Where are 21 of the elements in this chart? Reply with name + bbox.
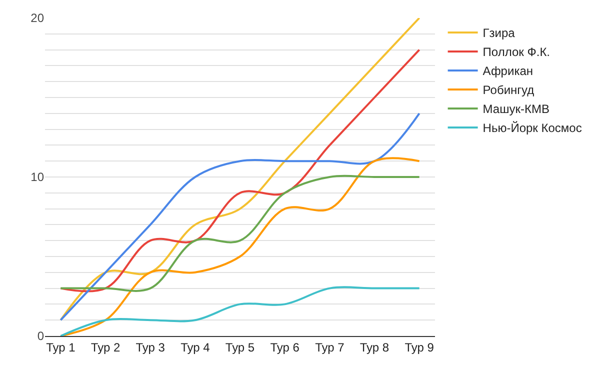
x-tick-label: Тур 5 <box>225 340 255 354</box>
legend-label: Гзира <box>482 26 516 40</box>
line-series <box>60 112 420 322</box>
x-tick-label: Тур 9 <box>404 340 434 354</box>
legend-label: Поллок Ф.К. <box>482 45 550 60</box>
x-tick-label: Тур 8 <box>360 340 390 354</box>
legend-label: Африкан <box>482 64 534 78</box>
y-tick-label: 0 <box>37 329 44 344</box>
x-tick-label: Тур 3 <box>136 340 166 354</box>
line-series <box>60 286 420 336</box>
x-tick-label: Тур 6 <box>270 340 300 354</box>
legend-label: Робингуд <box>482 83 534 98</box>
legend-label: Нью-Йорк Космос <box>482 121 582 136</box>
y-tick-label: 10 <box>30 170 44 184</box>
legend-label: Машук-КМВ <box>482 102 550 116</box>
x-tick-label: Тур 4 <box>180 340 210 354</box>
x-tick-label: Тур 2 <box>90 340 120 354</box>
line-series <box>60 18 420 322</box>
x-tick-label: Тур 1 <box>46 340 76 354</box>
x-tick-label: Тур 7 <box>315 340 345 354</box>
y-tick-label: 20 <box>30 11 44 26</box>
